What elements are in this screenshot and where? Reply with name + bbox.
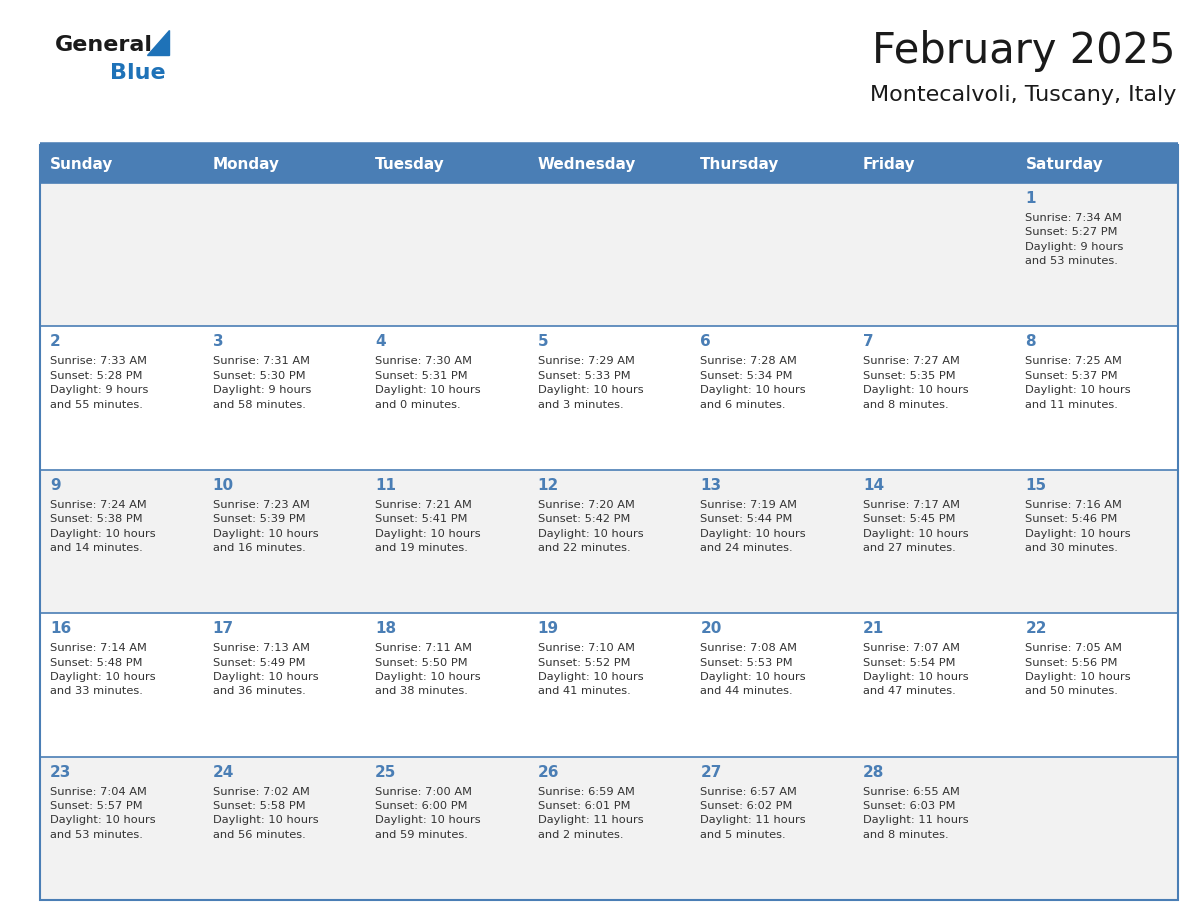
Text: Sunrise: 7:27 AM
Sunset: 5:35 PM
Daylight: 10 hours
and 8 minutes.: Sunrise: 7:27 AM Sunset: 5:35 PM Dayligh… bbox=[862, 356, 968, 409]
Bar bbox=[40, 145, 1178, 183]
Text: 11: 11 bbox=[375, 477, 396, 493]
Text: Sunrise: 7:16 AM
Sunset: 5:46 PM
Daylight: 10 hours
and 30 minutes.: Sunrise: 7:16 AM Sunset: 5:46 PM Dayligh… bbox=[1025, 499, 1131, 553]
Text: 23: 23 bbox=[50, 765, 71, 779]
Bar bbox=[40, 145, 1178, 900]
Text: Sunrise: 6:59 AM
Sunset: 6:01 PM
Daylight: 11 hours
and 2 minutes.: Sunrise: 6:59 AM Sunset: 6:01 PM Dayligh… bbox=[538, 787, 644, 840]
Text: 17: 17 bbox=[213, 621, 234, 636]
Text: Sunrise: 7:11 AM
Sunset: 5:50 PM
Daylight: 10 hours
and 38 minutes.: Sunrise: 7:11 AM Sunset: 5:50 PM Dayligh… bbox=[375, 644, 481, 697]
Text: Sunrise: 6:55 AM
Sunset: 6:03 PM
Daylight: 11 hours
and 8 minutes.: Sunrise: 6:55 AM Sunset: 6:03 PM Dayligh… bbox=[862, 787, 968, 840]
Text: Saturday: Saturday bbox=[1025, 156, 1104, 172]
Text: Sunrise: 7:02 AM
Sunset: 5:58 PM
Daylight: 10 hours
and 56 minutes.: Sunrise: 7:02 AM Sunset: 5:58 PM Dayligh… bbox=[213, 787, 318, 840]
Text: 22: 22 bbox=[1025, 621, 1047, 636]
Text: Sunrise: 7:13 AM
Sunset: 5:49 PM
Daylight: 10 hours
and 36 minutes.: Sunrise: 7:13 AM Sunset: 5:49 PM Dayligh… bbox=[213, 644, 318, 697]
Text: Montecalvoli, Tuscany, Italy: Montecalvoli, Tuscany, Italy bbox=[870, 85, 1176, 105]
Text: Sunday: Sunday bbox=[50, 156, 113, 172]
Text: 28: 28 bbox=[862, 765, 884, 779]
Text: 1: 1 bbox=[1025, 191, 1036, 206]
Text: Sunrise: 7:08 AM
Sunset: 5:53 PM
Daylight: 10 hours
and 44 minutes.: Sunrise: 7:08 AM Sunset: 5:53 PM Dayligh… bbox=[700, 644, 805, 697]
Text: 20: 20 bbox=[700, 621, 721, 636]
Text: Sunrise: 7:30 AM
Sunset: 5:31 PM
Daylight: 10 hours
and 0 minutes.: Sunrise: 7:30 AM Sunset: 5:31 PM Dayligh… bbox=[375, 356, 481, 409]
Text: Sunrise: 7:29 AM
Sunset: 5:33 PM
Daylight: 10 hours
and 3 minutes.: Sunrise: 7:29 AM Sunset: 5:33 PM Dayligh… bbox=[538, 356, 644, 409]
Text: Sunrise: 7:28 AM
Sunset: 5:34 PM
Daylight: 10 hours
and 6 minutes.: Sunrise: 7:28 AM Sunset: 5:34 PM Dayligh… bbox=[700, 356, 805, 409]
Text: Sunrise: 7:34 AM
Sunset: 5:27 PM
Daylight: 9 hours
and 53 minutes.: Sunrise: 7:34 AM Sunset: 5:27 PM Dayligh… bbox=[1025, 213, 1124, 266]
Text: 9: 9 bbox=[50, 477, 61, 493]
Text: Sunrise: 7:14 AM
Sunset: 5:48 PM
Daylight: 10 hours
and 33 minutes.: Sunrise: 7:14 AM Sunset: 5:48 PM Dayligh… bbox=[50, 644, 156, 697]
Text: 26: 26 bbox=[538, 765, 560, 779]
Text: 4: 4 bbox=[375, 334, 386, 350]
Text: Sunrise: 6:57 AM
Sunset: 6:02 PM
Daylight: 11 hours
and 5 minutes.: Sunrise: 6:57 AM Sunset: 6:02 PM Dayligh… bbox=[700, 787, 805, 840]
Text: 19: 19 bbox=[538, 621, 558, 636]
Text: Friday: Friday bbox=[862, 156, 916, 172]
Text: Sunrise: 7:05 AM
Sunset: 5:56 PM
Daylight: 10 hours
and 50 minutes.: Sunrise: 7:05 AM Sunset: 5:56 PM Dayligh… bbox=[1025, 644, 1131, 697]
Bar bbox=[40, 613, 1178, 756]
Text: Tuesday: Tuesday bbox=[375, 156, 444, 172]
Text: General: General bbox=[55, 35, 153, 55]
Text: February 2025: February 2025 bbox=[872, 30, 1176, 72]
Text: Thursday: Thursday bbox=[700, 156, 779, 172]
Text: Sunrise: 7:25 AM
Sunset: 5:37 PM
Daylight: 10 hours
and 11 minutes.: Sunrise: 7:25 AM Sunset: 5:37 PM Dayligh… bbox=[1025, 356, 1131, 409]
Text: Sunrise: 7:24 AM
Sunset: 5:38 PM
Daylight: 10 hours
and 14 minutes.: Sunrise: 7:24 AM Sunset: 5:38 PM Dayligh… bbox=[50, 499, 156, 553]
Text: 25: 25 bbox=[375, 765, 397, 779]
Bar bbox=[40, 470, 1178, 613]
Text: 27: 27 bbox=[700, 765, 721, 779]
Bar bbox=[40, 183, 1178, 327]
Text: 3: 3 bbox=[213, 334, 223, 350]
Text: 21: 21 bbox=[862, 621, 884, 636]
Polygon shape bbox=[147, 30, 169, 55]
Text: Sunrise: 7:17 AM
Sunset: 5:45 PM
Daylight: 10 hours
and 27 minutes.: Sunrise: 7:17 AM Sunset: 5:45 PM Dayligh… bbox=[862, 499, 968, 553]
Text: Sunrise: 7:10 AM
Sunset: 5:52 PM
Daylight: 10 hours
and 41 minutes.: Sunrise: 7:10 AM Sunset: 5:52 PM Dayligh… bbox=[538, 644, 644, 697]
Text: Blue: Blue bbox=[110, 63, 165, 83]
Text: Sunrise: 7:33 AM
Sunset: 5:28 PM
Daylight: 9 hours
and 55 minutes.: Sunrise: 7:33 AM Sunset: 5:28 PM Dayligh… bbox=[50, 356, 148, 409]
Text: 16: 16 bbox=[50, 621, 71, 636]
Text: 10: 10 bbox=[213, 477, 234, 493]
Text: 18: 18 bbox=[375, 621, 397, 636]
Text: 12: 12 bbox=[538, 477, 560, 493]
Text: 14: 14 bbox=[862, 477, 884, 493]
Bar bbox=[40, 327, 1178, 470]
Text: 13: 13 bbox=[700, 477, 721, 493]
Text: Sunrise: 7:31 AM
Sunset: 5:30 PM
Daylight: 9 hours
and 58 minutes.: Sunrise: 7:31 AM Sunset: 5:30 PM Dayligh… bbox=[213, 356, 311, 409]
Text: Sunrise: 7:19 AM
Sunset: 5:44 PM
Daylight: 10 hours
and 24 minutes.: Sunrise: 7:19 AM Sunset: 5:44 PM Dayligh… bbox=[700, 499, 805, 553]
Text: 7: 7 bbox=[862, 334, 873, 350]
Text: 2: 2 bbox=[50, 334, 61, 350]
Text: Sunrise: 7:23 AM
Sunset: 5:39 PM
Daylight: 10 hours
and 16 minutes.: Sunrise: 7:23 AM Sunset: 5:39 PM Dayligh… bbox=[213, 499, 318, 553]
Text: Sunrise: 7:07 AM
Sunset: 5:54 PM
Daylight: 10 hours
and 47 minutes.: Sunrise: 7:07 AM Sunset: 5:54 PM Dayligh… bbox=[862, 644, 968, 697]
Text: 5: 5 bbox=[538, 334, 549, 350]
Text: Wednesday: Wednesday bbox=[538, 156, 636, 172]
Text: Sunrise: 7:04 AM
Sunset: 5:57 PM
Daylight: 10 hours
and 53 minutes.: Sunrise: 7:04 AM Sunset: 5:57 PM Dayligh… bbox=[50, 787, 156, 840]
Text: Sunrise: 7:21 AM
Sunset: 5:41 PM
Daylight: 10 hours
and 19 minutes.: Sunrise: 7:21 AM Sunset: 5:41 PM Dayligh… bbox=[375, 499, 481, 553]
Text: Sunrise: 7:00 AM
Sunset: 6:00 PM
Daylight: 10 hours
and 59 minutes.: Sunrise: 7:00 AM Sunset: 6:00 PM Dayligh… bbox=[375, 787, 481, 840]
Text: 24: 24 bbox=[213, 765, 234, 779]
Text: 15: 15 bbox=[1025, 477, 1047, 493]
Text: Monday: Monday bbox=[213, 156, 279, 172]
Text: Sunrise: 7:20 AM
Sunset: 5:42 PM
Daylight: 10 hours
and 22 minutes.: Sunrise: 7:20 AM Sunset: 5:42 PM Dayligh… bbox=[538, 499, 644, 553]
Bar bbox=[40, 756, 1178, 900]
Text: 6: 6 bbox=[700, 334, 712, 350]
Text: 8: 8 bbox=[1025, 334, 1036, 350]
